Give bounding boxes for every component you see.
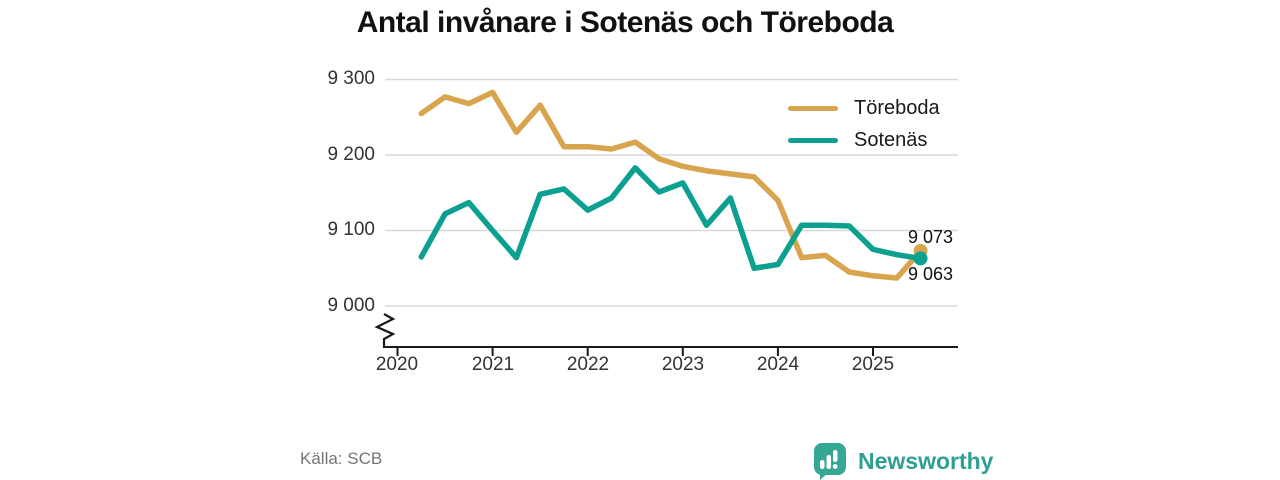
y-tick-label: 9 200 [327,144,375,165]
x-tick-label: 2025 [851,354,895,375]
x-tick-label: 2020 [375,354,419,375]
legend-label: Töreboda [854,96,940,119]
legend: Töreboda Sotenäs [788,92,940,156]
x-tick-label: 2023 [661,354,705,375]
legend-item-sotenas: Sotenäs [788,124,940,156]
y-tick-label: 9 300 [327,68,375,89]
newsworthy-logo-text: Newsworthy [858,447,994,474]
y-tick-label: 9 100 [327,219,375,240]
toreboda-line-swatch [788,105,838,111]
sotenas-line-swatch [788,137,838,143]
sotenas-end-value-label: 9 063 [908,264,954,284]
y-tick-label: 9 000 [327,295,375,316]
x-tick-label: 2024 [756,354,800,375]
x-tick-label: 2021 [471,354,515,375]
newsworthy-logo[interactable]: Newsworthy [812,442,993,480]
chart-title: Antal invånare i Sotenäs och Töreboda [356,6,894,39]
legend-item-toreboda: Töreboda [788,92,940,124]
newsworthy-logo-icon [814,443,846,480]
source-note: Källa: SCB [300,449,383,468]
legend-label: Sotenäs [854,128,928,151]
toreboda-end-value-label: 9 073 [908,227,954,247]
x-tick-label: 2022 [566,354,610,375]
